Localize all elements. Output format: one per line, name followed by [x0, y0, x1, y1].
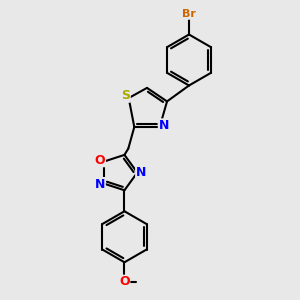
Text: O: O: [95, 154, 105, 166]
Text: N: N: [136, 166, 146, 179]
Text: S: S: [121, 89, 130, 102]
Text: N: N: [158, 119, 169, 132]
Text: Br: Br: [182, 9, 196, 19]
Text: N: N: [95, 178, 105, 190]
Text: O: O: [119, 275, 130, 288]
